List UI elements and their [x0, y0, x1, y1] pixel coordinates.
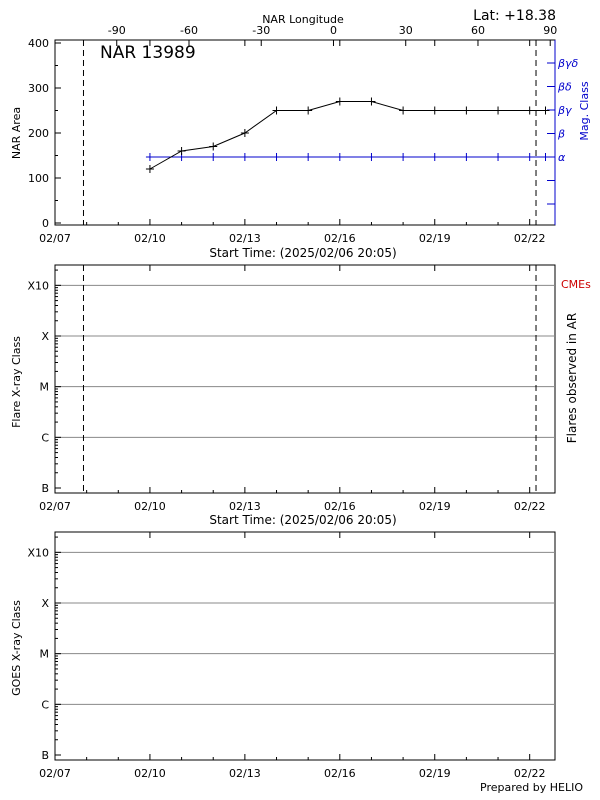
flare-y-tick-label: C [41, 431, 49, 444]
longitude-tick-label: 30 [399, 24, 413, 37]
nar-series [145, 97, 550, 173]
longitude-tick-label: -30 [252, 24, 270, 37]
flares-observed-label: Flares observed in AR [565, 313, 579, 443]
goes-y-tick-label: B [41, 749, 49, 762]
goes-x-tick-label: 02/13 [229, 767, 261, 780]
latitude-readout: Lat: +18.38 [473, 8, 556, 24]
goes-x-tick-label: 02/16 [324, 767, 356, 780]
nar-y-tick-label: 0 [42, 217, 49, 230]
goes-x-tick-label: 02/19 [419, 767, 451, 780]
nar-y-axis-label: NAR Area [10, 107, 23, 159]
flare-y-tick-label: X [41, 330, 49, 343]
goes-x-tick-label: 02/10 [134, 767, 166, 780]
goes-y-tick-label: M [40, 648, 50, 661]
flare-x-tick-label: 02/16 [324, 500, 356, 513]
flare-grid: B C M X X10 [27, 269, 555, 495]
goes-x-tick-label: 02/22 [514, 767, 546, 780]
flare-x-axis-label: Start Time: (2025/02/06 20:05) [209, 513, 396, 527]
flare-x-ticks: 02/07 02/10 02/13 02/16 02/19 02/22 [39, 265, 546, 513]
nar-y-tick-label: 200 [28, 127, 49, 140]
nar-x-tick-label: 02/22 [514, 232, 546, 245]
goes-y-tick-label: X10 [27, 546, 49, 559]
cmes-legend: CMEs [561, 278, 591, 291]
nar-x-tick-label: 02/19 [419, 232, 451, 245]
mag-class-tick-label: βγ [557, 104, 572, 117]
flare-x-tick-label: 02/13 [229, 500, 261, 513]
flare-plot-frame [54, 264, 556, 494]
nar-x-tick-label: 02/16 [324, 232, 356, 245]
region-title: NAR 13989 [100, 43, 196, 63]
flare-x-tick-label: 02/10 [134, 500, 166, 513]
goes-y-axis-label: GOES X-ray Class [10, 600, 23, 696]
nar-y-tick-label: 400 [28, 37, 49, 50]
top-axis-label: NAR Longitude [262, 13, 344, 26]
nar-panel: NAR 13989 02/07 02/10 02/13 02/16 02/19 02/22… [10, 24, 591, 260]
mag-class-tick-label: β [557, 128, 565, 141]
goes-y-tick-label: X [41, 597, 49, 610]
area-line [149, 101, 546, 170]
longitude-tick-label: 90 [543, 24, 557, 37]
goes-grid: B C M X X10 [27, 536, 555, 762]
longitude-tick-label: -60 [180, 24, 198, 37]
nar-x-ticks: 02/07 02/10 02/13 02/16 02/19 02/22 [39, 40, 546, 245]
flare-y-axis-label: Flare X-ray Class [10, 336, 23, 428]
longitude-tick-label: 60 [471, 24, 485, 37]
nar-x-axis-label: Start Time: (2025/02/06 20:05) [209, 246, 396, 260]
longitude-tick-label: 0 [330, 24, 337, 37]
mag-class-axis-label: Mag. Class [578, 81, 591, 140]
flare-panel: B C M X X10 02/07 02/10 02/13 02/16 02/19 02/22 S… [10, 264, 591, 527]
nar-limb-lines [82, 40, 537, 225]
longitude-tick-label: -90 [108, 24, 126, 37]
flare-x-tick-label: 02/22 [514, 500, 546, 513]
flare-y-tick-label: X10 [27, 279, 49, 292]
nar-y-tick-label: 300 [28, 82, 49, 95]
goes-plot-frame [54, 531, 556, 761]
goes-y-tick-label: C [41, 698, 49, 711]
mag-class-ticks: αβ βγ βδ βγδ [547, 40, 579, 225]
goes-panel: B C M X X10 02/07 02/10 02/13 02/16 02/19 02/22 G… [10, 531, 556, 780]
flare-y-tick-label: B [41, 482, 49, 495]
goes-x-tick-label: 02/07 [39, 767, 71, 780]
flare-limb-lines [82, 265, 537, 493]
flare-y-tick-label: M [40, 381, 50, 394]
nar-plot-frame [54, 39, 556, 226]
nar-longitude-ticks: -90 -60 -30 0 30 60 90 [108, 24, 557, 46]
mag-class-tick-label: βγδ [557, 57, 579, 70]
nar-x-tick-label: 02/10 [134, 232, 166, 245]
nar-y-ticks: 0 100 200 300 400 [28, 37, 61, 230]
goes-x-ticks: 02/07 02/10 02/13 02/16 02/19 02/22 [39, 532, 546, 780]
nar-x-tick-label: 02/13 [229, 232, 261, 245]
mag-class-tick-label: βδ [557, 81, 572, 94]
flare-x-tick-label: 02/19 [419, 500, 451, 513]
nar-x-tick-label: 02/07 [39, 232, 71, 245]
mag-class-tick-label: α [558, 151, 566, 164]
flare-x-tick-label: 02/07 [39, 500, 71, 513]
prepared-by-credit: Prepared by HELIO [480, 781, 583, 794]
nar-y-tick-label: 100 [28, 172, 49, 185]
